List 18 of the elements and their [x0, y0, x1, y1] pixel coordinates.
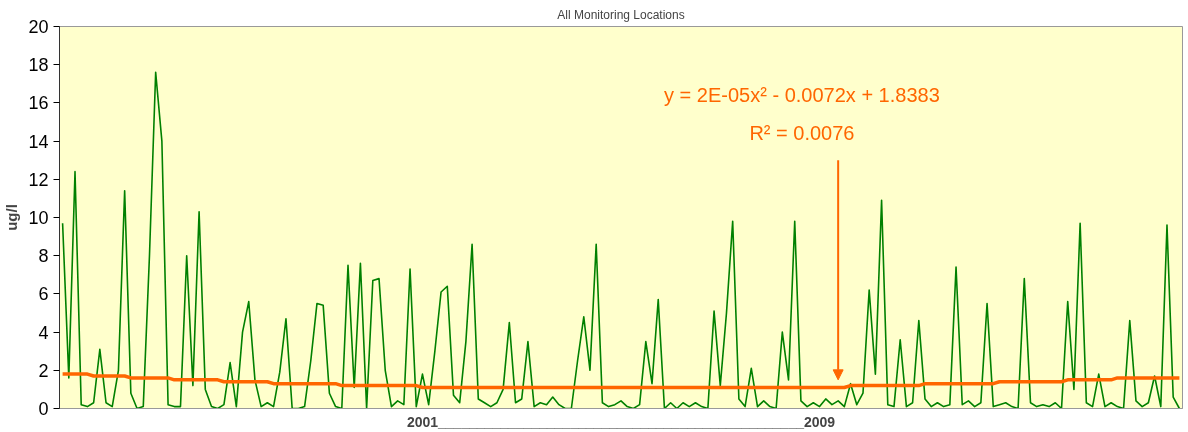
y-tick-label: 8 — [38, 246, 49, 267]
chart-title: All Monitoring Locations — [557, 7, 685, 22]
y-tick-label: 18 — [28, 55, 49, 76]
y-tick-label: 12 — [28, 169, 49, 190]
line-series — [60, 372, 1182, 390]
y-tick-label: 4 — [38, 322, 49, 343]
line-series — [61, 71, 1181, 409]
y-tick-label: 10 — [28, 208, 49, 228]
annotation: R² = 0.0076 — [749, 122, 855, 145]
y-tick-label: 6 — [38, 284, 49, 305]
x-axis-title: 2001_______________________________________________2009 — [406, 413, 836, 430]
y-tick-label: 0 — [38, 399, 49, 419]
y-tick-label: 20 — [28, 17, 49, 37]
y-tick-label: 14 — [28, 131, 49, 152]
y-axis-title: ug/l — [3, 204, 21, 231]
y-tick-label: 2 — [38, 360, 49, 381]
annotation: y = 2E-05x² - 0.0072x + 1.8383 — [664, 84, 940, 107]
y-tick-label: 16 — [28, 93, 49, 114]
